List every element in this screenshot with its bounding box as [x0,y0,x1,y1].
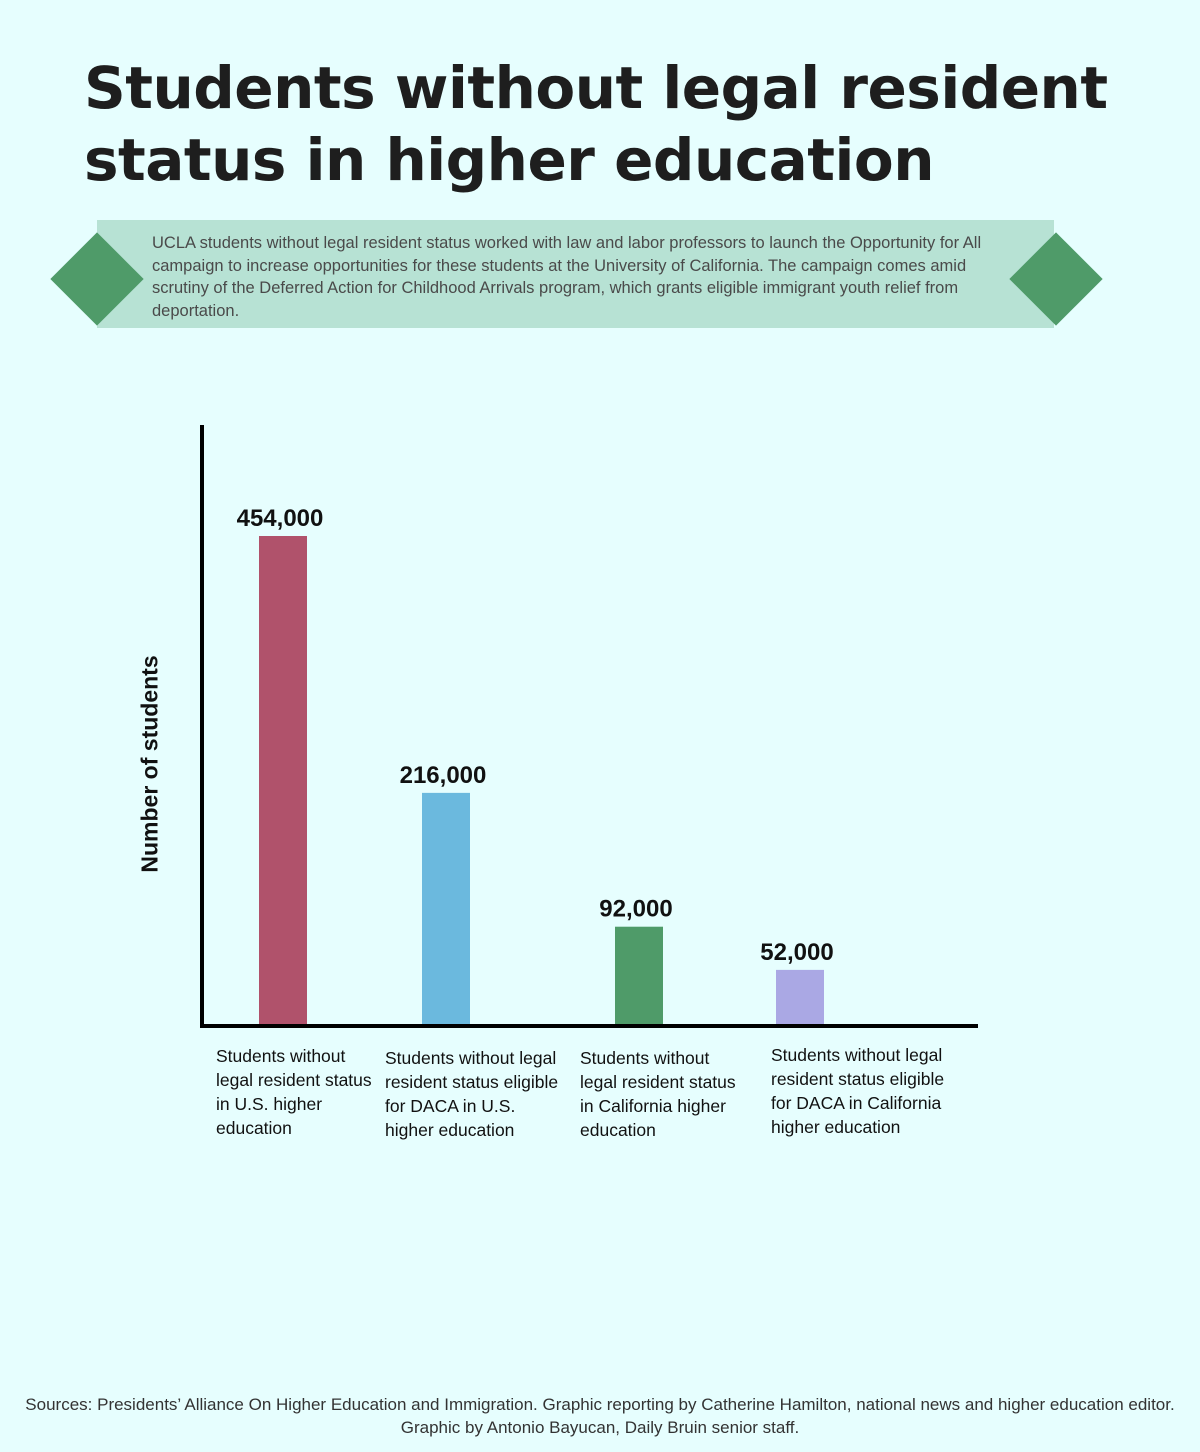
bar-2 [422,792,470,1026]
category-label-ca-daca: Students without legal resident status e… [771,1045,945,1137]
category-label-us-total: Students without legal resident status i… [216,1046,372,1138]
bar-value-label-3: 92,000 [599,896,672,923]
intro-text: UCLA students without legal resident sta… [152,234,982,320]
bar-1 [259,536,307,1026]
bar-value-label-4: 52,000 [760,939,833,966]
intro-banner [97,220,1054,328]
category-label-ca-total: Students without legal resident status i… [580,1048,736,1140]
chart-title: Students without legal resident status i… [84,54,1108,194]
category-label-us-daca: Students without legal resident status e… [385,1048,559,1140]
sources-footer: Sources: Presidents’ Alliance On Higher … [25,1395,1175,1437]
bar-4 [776,969,824,1026]
bar-3 [615,926,663,1026]
y-axis-label: Number of students [136,655,163,873]
bar-value-label-1: 454,000 [237,505,324,532]
bar-value-label-2: 216,000 [400,762,487,789]
